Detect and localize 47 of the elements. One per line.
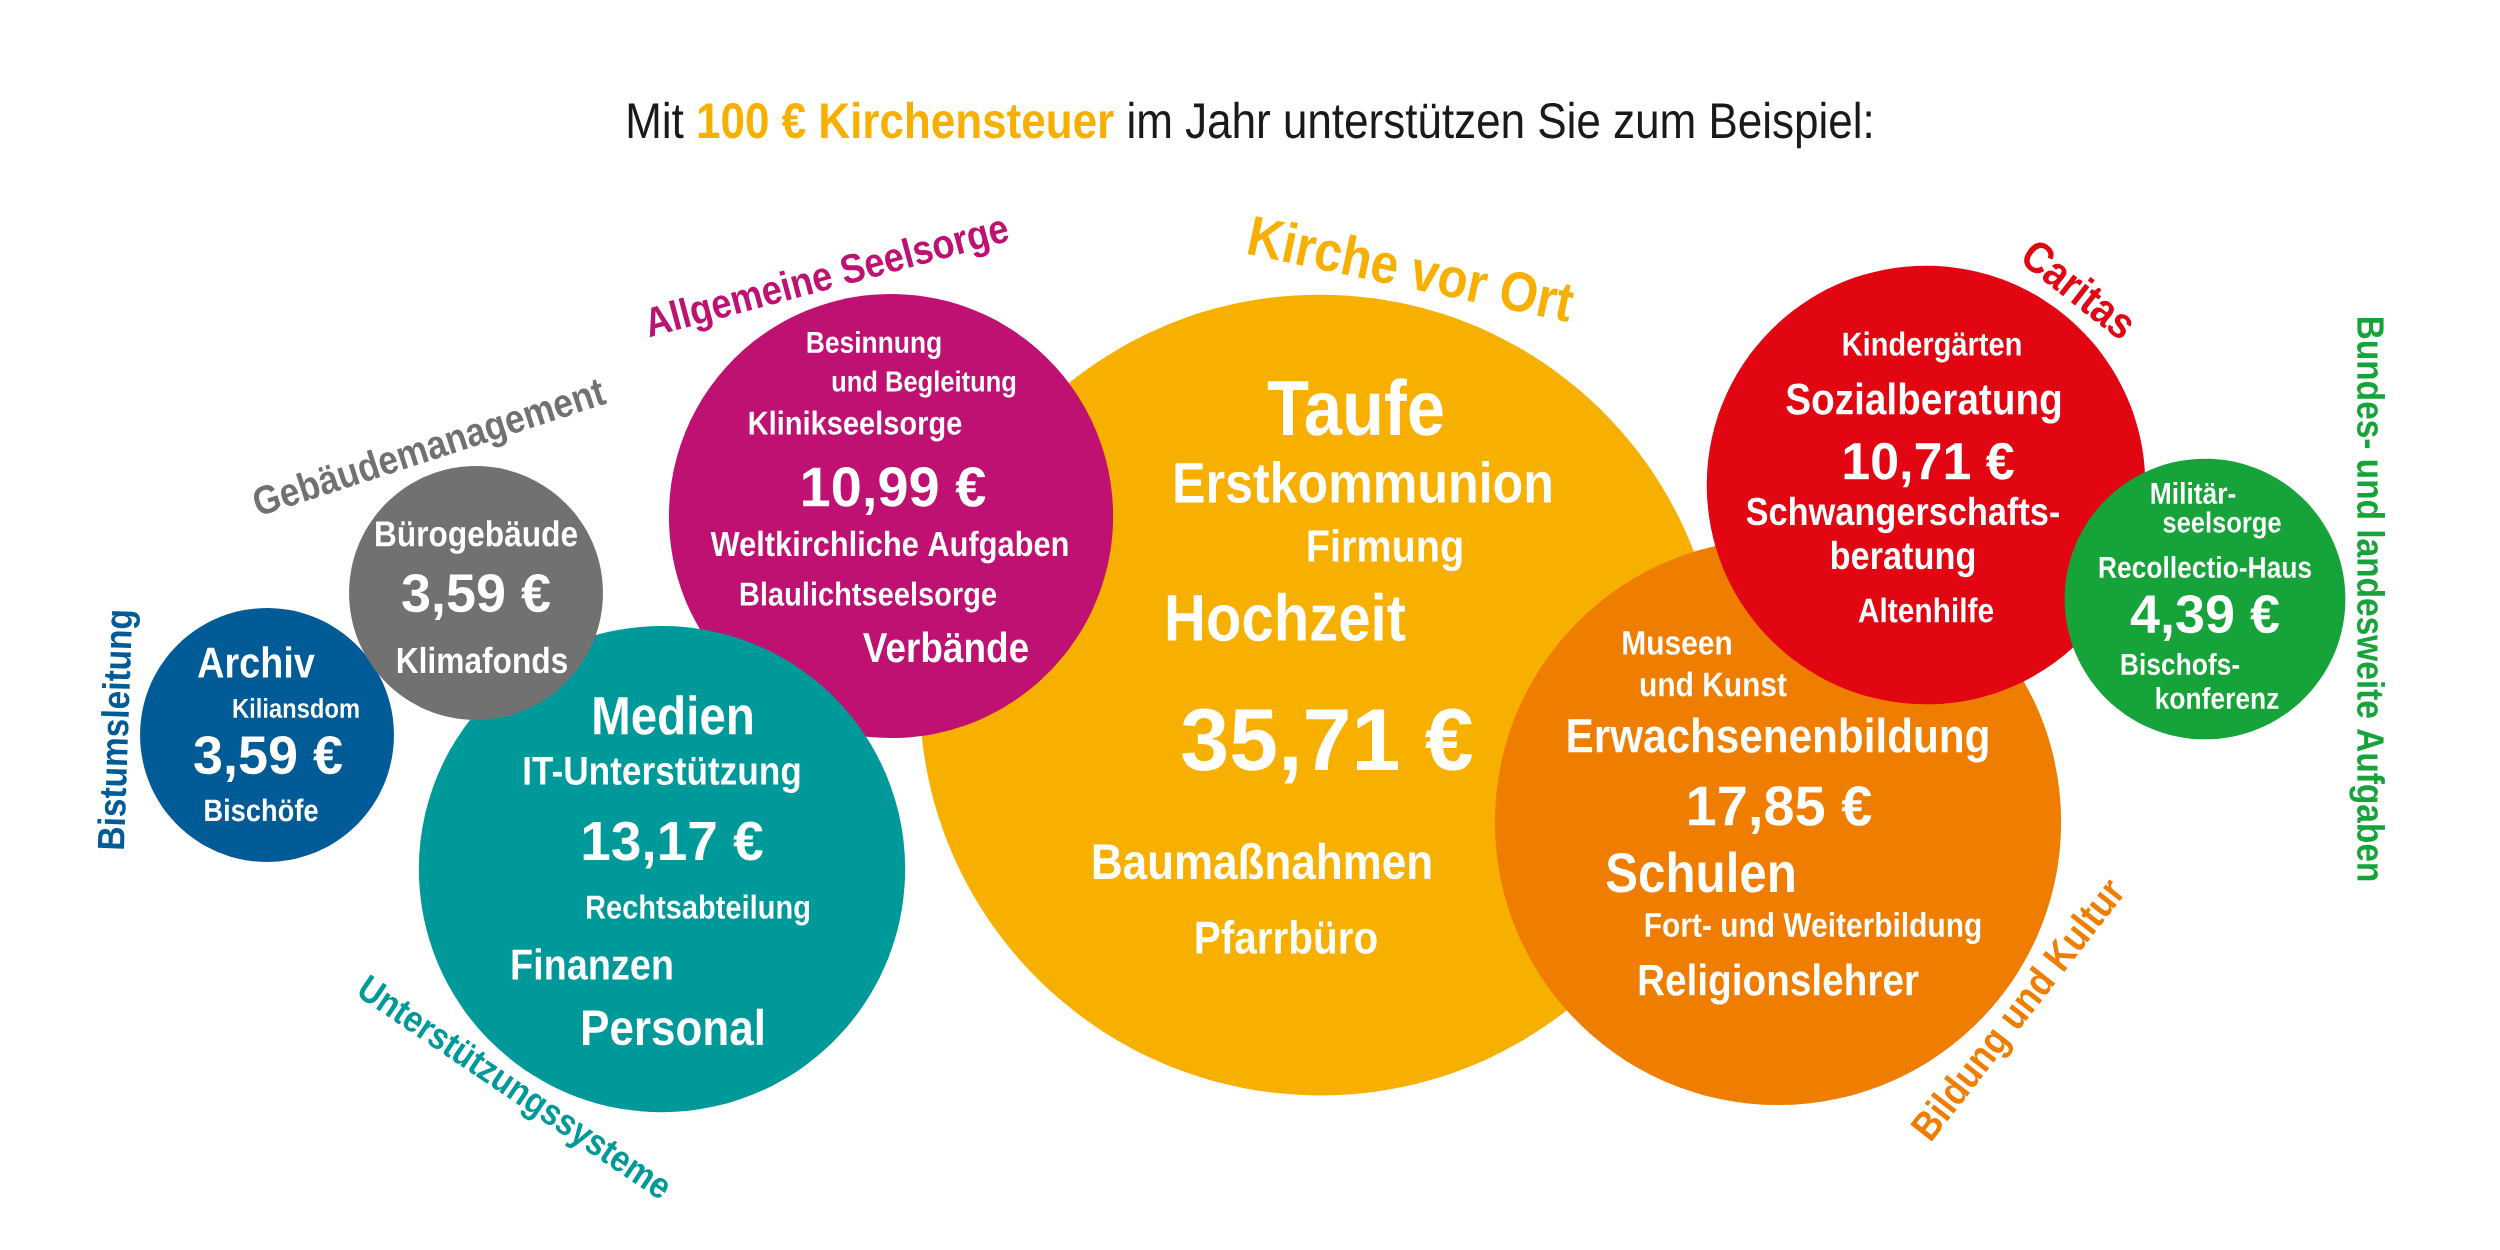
text: und Kunst	[1640, 671, 1787, 697]
text: Kindergärten	[1843, 331, 2021, 363]
text: Klimafonds	[397, 646, 567, 674]
text: Verbände	[863, 631, 1028, 663]
text: Rechtsabteilung	[587, 894, 810, 926]
text: konferenz	[2156, 686, 2279, 710]
text: Taufe	[1267, 378, 1443, 436]
data-label: 10,99 €	[803, 467, 986, 515]
text: Bischofs-	[2121, 652, 2240, 676]
text: IT-Unterstützung	[524, 756, 800, 794]
text: Altenhilfe	[1858, 597, 1994, 623]
text: Archiv	[198, 646, 315, 678]
data-label: 17,85 €	[1689, 786, 1872, 834]
text: Blaulichtseelsorge	[740, 581, 997, 613]
category-label: Bistumsleitung	[97, 611, 140, 849]
text: Weltkirchliche Aufgaben	[710, 530, 1068, 564]
text: Mit 100 € Kirchensteuer im Jahr unterstützen Sie zum Beispiel:	[628, 101, 1871, 149]
text: Recollectio-Haus	[2099, 555, 2312, 579]
text: Militär-	[2151, 481, 2236, 505]
text: Kiliansdom	[233, 698, 359, 718]
text: Schwangerschafts-	[1746, 496, 2059, 534]
text: Fort- und Weiterbildung	[1645, 912, 1981, 944]
text: Schulen	[1606, 851, 1794, 893]
text: Sozialberatung	[1786, 382, 2061, 424]
text: seelsorge	[2163, 511, 2281, 539]
data-label: 35,71 €	[1182, 708, 1473, 784]
data-label: 13,17 €	[583, 821, 763, 869]
text: Religionslehrer	[1639, 963, 1919, 1005]
data-label: 4,39 €	[2130, 594, 2280, 642]
category-label: Bundes- und landesweite Aufgaben	[2349, 317, 2385, 881]
data-label: 10,71 €	[1844, 442, 2014, 488]
category-label: Kirche vor Ort	[1247, 216, 1574, 322]
text: Hochzeit	[1167, 592, 1406, 642]
text: Museen	[1623, 631, 1731, 655]
text: Firmung	[1308, 528, 1462, 572]
text: Erstkommunion	[1175, 461, 1551, 503]
text: Bürogebäude	[376, 520, 578, 554]
text: Bischöfe	[205, 798, 318, 822]
text: Klinikseelsorge	[749, 410, 962, 442]
text: beratung	[1831, 540, 1975, 578]
text: und Begleitung	[832, 370, 1016, 398]
data-label: 3,59 €	[194, 735, 343, 783]
data-label: 3,59 €	[402, 573, 551, 621]
text: Medien	[594, 695, 752, 735]
text: Baumaßnahmen	[1093, 842, 1431, 880]
text: Erwachsenenbildung	[1568, 717, 1988, 763]
text: Pfarrbüro	[1196, 920, 1377, 954]
